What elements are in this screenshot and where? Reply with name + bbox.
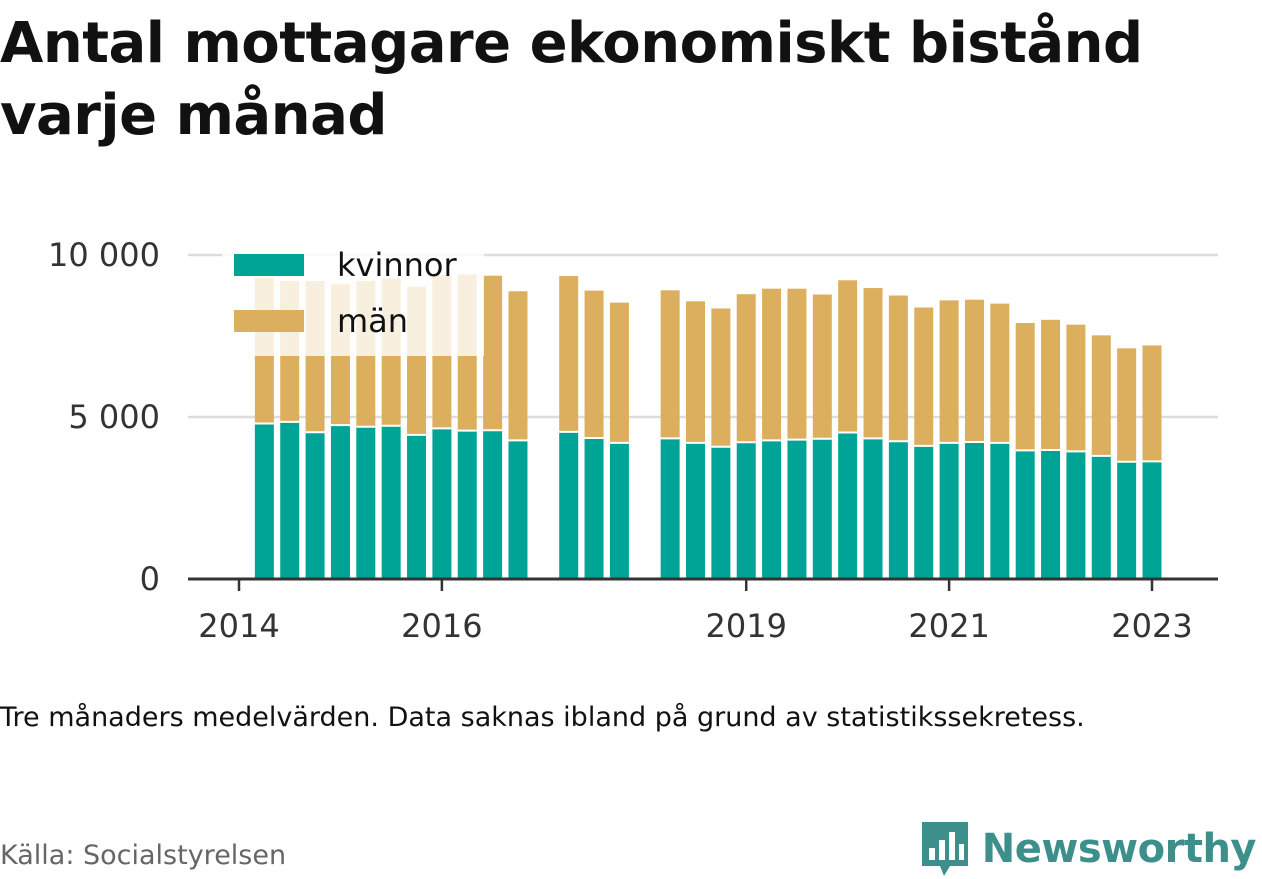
bar-man [1041, 319, 1061, 451]
bar-man [1066, 324, 1086, 452]
bar-kvinnor [660, 438, 680, 579]
bar-kvinnor [1091, 455, 1111, 579]
bar-man [863, 288, 883, 439]
brand-name: Newsworthy [981, 826, 1257, 872]
legend-swatch-man [234, 310, 304, 332]
source-label: Källa: Socialstyrelsen [0, 840, 287, 871]
stacked-bar-chart: 2014 2016 2019 2021 2023 0 5 000 10 000 kvinno… [48, 236, 1218, 645]
bar-man [483, 275, 503, 431]
bar-kvinnor [711, 446, 731, 579]
legend-label-man: män [337, 302, 408, 340]
y-tick-label: 5 000 [68, 398, 160, 436]
bar-kvinnor [964, 441, 984, 579]
legend-swatch-kvinnor [234, 254, 304, 276]
bar-man [812, 294, 832, 439]
x-tick-label: 2014 [198, 607, 279, 645]
bar-man [686, 301, 705, 443]
bar-kvinnor [356, 426, 376, 579]
y-tick-label: 0 [140, 560, 160, 598]
bar-kvinnor [762, 440, 782, 579]
chart-note: Tre månaders medelvärden. Data saknas ib… [0, 702, 1085, 733]
bar-man [1142, 345, 1162, 462]
bar-chart-speech-bubble-icon [921, 822, 968, 876]
y-axis-labels: 0 5 000 10 000 [48, 236, 160, 598]
x-tick-label: 2016 [401, 607, 482, 645]
bar-man [609, 302, 629, 443]
bar-kvinnor [305, 432, 325, 579]
bar-kvinnor [432, 428, 452, 579]
bar-kvinnor [686, 442, 705, 579]
bar-kvinnor [1117, 461, 1137, 579]
bar-kvinnor [888, 441, 908, 579]
bar-kvinnor [838, 432, 858, 579]
bar-kvinnor [787, 439, 807, 579]
bar-man [1015, 323, 1035, 451]
newsworthy-brand[interactable]: Newsworthy [920, 820, 1257, 878]
bar-man [939, 300, 959, 443]
bar-kvinnor [1015, 450, 1035, 579]
bar-man [838, 280, 858, 433]
bar-kvinnor [584, 438, 604, 579]
bar-man [711, 308, 731, 447]
bar-kvinnor [559, 431, 579, 579]
bar-man [584, 290, 604, 439]
bar-man [660, 290, 680, 439]
bar-kvinnor [736, 442, 756, 579]
bar-man [762, 288, 782, 441]
x-tick-label: 2021 [908, 607, 989, 645]
bar-kvinnor [254, 423, 274, 579]
bar-man [964, 299, 984, 442]
bar-kvinnor [407, 434, 427, 579]
bar-man [990, 303, 1010, 443]
bar-man [1117, 348, 1137, 462]
bar-man [1091, 335, 1111, 456]
legend: kvinnor män [222, 242, 484, 356]
bar-kvinnor [990, 442, 1010, 579]
bar-kvinnor [330, 425, 350, 579]
x-tick-label: 2023 [1111, 607, 1192, 645]
bar-kvinnor [483, 430, 503, 579]
bar-man [559, 276, 579, 432]
bar-kvinnor [812, 438, 832, 579]
legend-label-kvinnor: kvinnor [337, 246, 458, 284]
bar-kvinnor [939, 442, 959, 579]
bar-man [914, 307, 934, 446]
bar-kvinnor [457, 430, 477, 579]
bar-kvinnor [863, 438, 883, 579]
bar-kvinnor [1066, 451, 1086, 579]
bar-kvinnor [609, 442, 629, 579]
bar-man [508, 291, 528, 441]
bar-kvinnor [280, 421, 300, 579]
bar-man [787, 288, 807, 440]
bar-man [736, 294, 756, 443]
chart-title: Antal mottagare ekonomiskt bistånd varje… [0, 11, 1143, 148]
bar-kvinnor [508, 440, 528, 579]
bar-kvinnor [381, 425, 401, 579]
bar-kvinnor [1142, 461, 1162, 579]
bar-kvinnor [914, 445, 934, 579]
bar-kvinnor [1041, 450, 1061, 579]
x-tick-label: 2019 [706, 607, 787, 645]
bar-man [888, 295, 908, 442]
y-tick-label: 10 000 [48, 236, 160, 274]
x-axis: 2014 2016 2019 2021 2023 [188, 577, 1218, 645]
